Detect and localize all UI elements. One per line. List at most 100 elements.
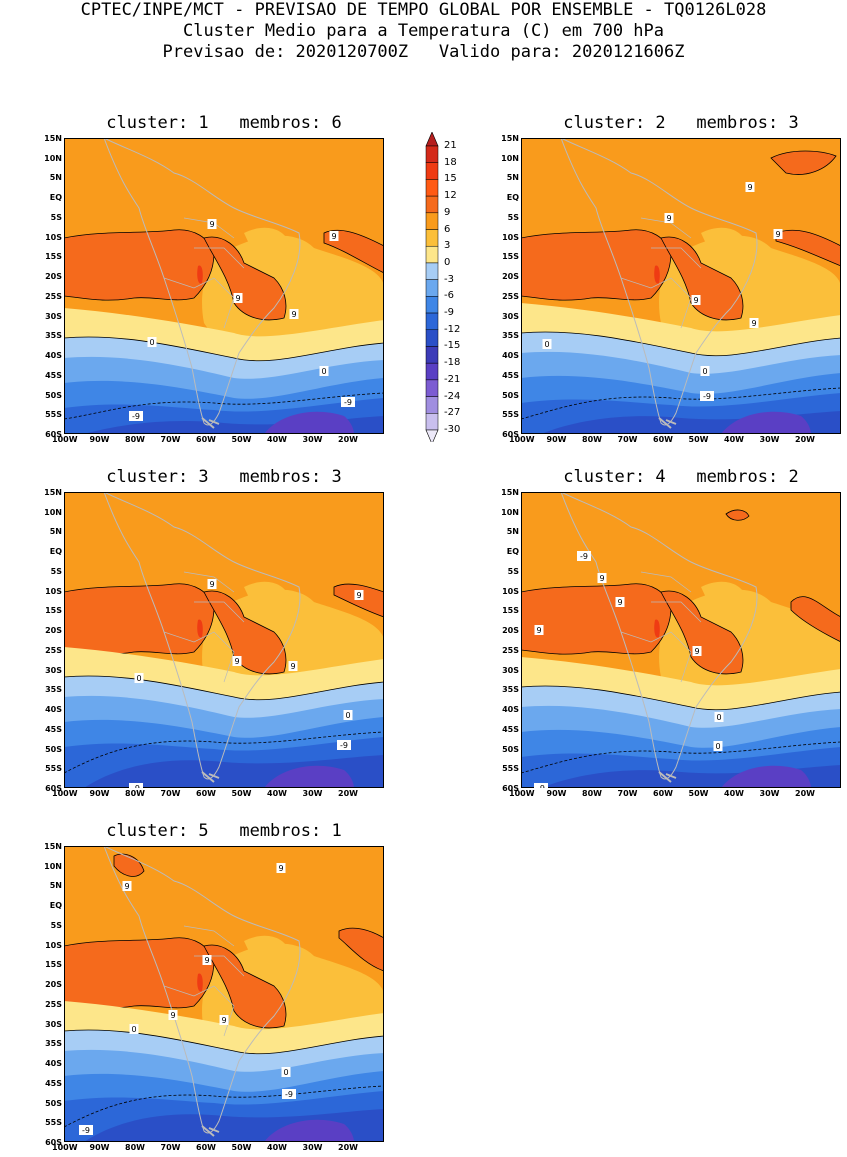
contour-value: 9 [235, 294, 240, 303]
contour-label: 9 [233, 293, 243, 303]
contour-value: 0 [136, 674, 141, 683]
variable-subtitle: Cluster Medio para a Temperatura (C) em … [182, 21, 665, 41]
longitude-label: 50W [231, 435, 252, 444]
longitude-label: 30W [759, 789, 780, 798]
latitude-label: 5N [49, 527, 62, 537]
cluster-map: 9 9 9 9 0 0 -9 -9 [64, 492, 384, 788]
longitude-label: 60W [653, 435, 673, 444]
colorbar-label: 9 [444, 206, 451, 218]
contour-value: 0 [544, 340, 549, 349]
country-borders [163, 571, 245, 683]
colorbar-swatch [425, 212, 439, 230]
latitude-label: 20S [45, 272, 62, 282]
colorbar-label: 21 [444, 140, 457, 151]
contour-value: 9 [747, 183, 752, 192]
longitude-label: 20W [338, 789, 358, 798]
latitude-label: 10N [44, 153, 62, 163]
contour-value: 9 [234, 657, 239, 666]
contour-label: -9 [129, 783, 143, 788]
colorbar-swatch [425, 312, 439, 331]
warm-anomaly-region [521, 583, 672, 655]
longitude-label: 80W [125, 1143, 145, 1152]
longitude-label: 20W [795, 435, 815, 444]
latitude-label: 10N [44, 507, 62, 517]
contour-value: 9 [291, 310, 296, 319]
contour-label: -9 [577, 551, 591, 561]
colorbar-label: 0 [444, 256, 451, 268]
latitude-label: 25S [502, 291, 519, 301]
minus-nine-contour [64, 731, 384, 774]
contour-value: 9 [693, 296, 698, 305]
longitude-label: 100W [52, 789, 78, 798]
contour-value: 0 [321, 367, 326, 376]
contour-label: 0 [134, 673, 144, 683]
latitude-label: 25S [45, 999, 62, 1009]
contour-value: -9 [132, 784, 140, 788]
latitude-label: 5S [50, 212, 62, 222]
contour-label: 9 [202, 955, 212, 965]
latitude-label: 50S [45, 1098, 62, 1108]
islands [201, 1125, 220, 1137]
warm-anomaly-region [660, 236, 744, 321]
latitude-label: 30S [45, 1019, 62, 1029]
contour-label: 0 [147, 337, 157, 347]
contour-value: 9 [124, 882, 129, 891]
warm-anomaly-region [64, 937, 215, 1009]
colorbar-label: -24 [444, 390, 461, 402]
contour-label: 9 [276, 863, 286, 873]
latitude-label: 15N [44, 488, 62, 497]
latitude-label: 5N [506, 527, 519, 537]
contour-value: 9 [209, 580, 214, 589]
longitude-label: 100W [509, 789, 535, 798]
colorbar-label: 6 [444, 223, 451, 235]
latitude-label: 10S [502, 586, 519, 596]
colorbar-swatch [425, 262, 439, 280]
latitude-label: 60S [45, 430, 62, 439]
warm-anomaly-region [203, 944, 287, 1029]
contour-value: 0 [283, 1068, 288, 1077]
latitude-label: 5N [506, 173, 519, 183]
contour-label: 9 [207, 579, 217, 589]
latitude-label: 45S [45, 370, 62, 380]
map-frame [521, 138, 841, 434]
latitude-label: EQ [506, 547, 519, 557]
latitude-label: 35S [502, 331, 519, 341]
contour-label: 9 [232, 656, 242, 666]
colorbar-swatch [425, 279, 439, 297]
main-title: CPTEC/INPE/MCT - PREVISAO DE TEMPO GLOBA… [80, 0, 767, 20]
contour-value: -9 [132, 412, 140, 421]
colorbar-label: 15 [444, 173, 457, 185]
longitude-label: 40W [724, 789, 744, 798]
contour-value: -9 [703, 392, 711, 401]
longitude-label: 70W [160, 1143, 181, 1152]
warm-anomaly-region [203, 590, 287, 675]
warm-anomaly-region [770, 150, 837, 175]
warm-anomaly-region [338, 927, 384, 972]
contour-label: 0 [714, 712, 724, 722]
longitude-label: 40W [267, 789, 287, 798]
warm-anomaly-region [64, 583, 215, 655]
contour-label: 0 [700, 366, 710, 376]
islands [658, 417, 677, 429]
zero-contour [521, 331, 841, 357]
latitude-label: 45S [502, 370, 519, 380]
longitude-label: 60W [196, 789, 216, 798]
latitude-label: 40S [45, 351, 62, 361]
latitude-label: 5N [49, 173, 62, 183]
contour-value: -9 [340, 741, 348, 750]
colorbar-label: -27 [444, 407, 461, 419]
cold-core [721, 411, 811, 434]
contour-value: -9 [82, 1126, 90, 1135]
contour-value: 0 [131, 1025, 136, 1034]
hot-core [197, 973, 203, 992]
panel-title: cluster: 4 membros: 2 [563, 467, 799, 487]
colorbar-label: 3 [444, 240, 451, 252]
contour-label: 0 [281, 1067, 291, 1077]
contour-label: 9 [691, 295, 701, 305]
panel-title: cluster: 2 membros: 3 [563, 113, 799, 133]
latitude-label: 45S [502, 724, 519, 734]
colorbar-label: -12 [444, 323, 461, 335]
latitude-label: 50S [502, 390, 519, 400]
latitude-label: 5N [49, 881, 62, 891]
contour-label: -9 [337, 740, 351, 750]
